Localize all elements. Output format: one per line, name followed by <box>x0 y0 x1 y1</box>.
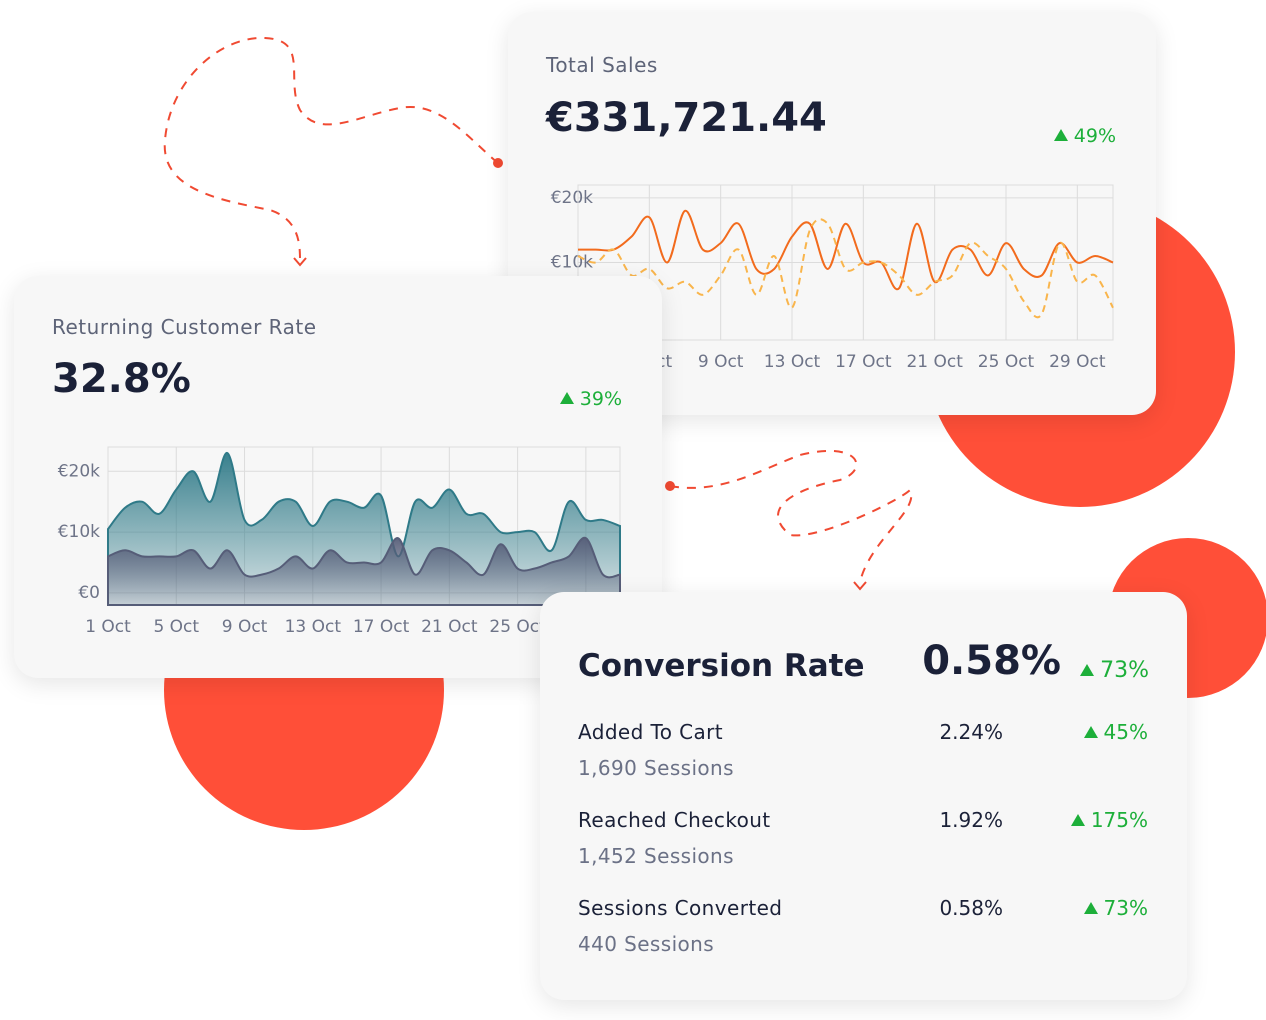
chart: €0 €10k €20k 1 Oct 5 Oct 9 Oct 13 Oct 17 Oct 21 … <box>58 446 621 637</box>
deco-dash <box>163 36 499 263</box>
row-label: Reached Checkout <box>578 808 771 832</box>
row-label: Added To Cart <box>578 720 723 744</box>
x-tick-label: 13 Oct <box>764 352 821 372</box>
x-tick-label: 25 Oct <box>489 617 546 637</box>
deco-arrow <box>853 581 867 591</box>
x-tick-label: 5 Oct <box>153 617 199 637</box>
row-sessions: 1,690 Sessions <box>578 756 734 780</box>
y-tick-label: €20k <box>58 461 100 481</box>
deco-arrow <box>293 257 307 267</box>
row-sessions: 1,452 Sessions <box>578 844 734 868</box>
line <box>577 218 1114 319</box>
row-change: 175% <box>1071 808 1148 832</box>
y-tick-label: €20k <box>551 188 593 208</box>
card-change: 49% <box>1054 125 1116 147</box>
x-tick-label: 17 Oct <box>353 617 410 637</box>
card-title: Conversion Rate <box>578 648 865 684</box>
y-tick-label: €10k <box>551 253 593 273</box>
conversion-card: Conversion Rate 0.58% 73% Added To Cart 1… <box>540 592 1187 1000</box>
deco-dot <box>493 158 503 168</box>
row-sessions: 440 Sessions <box>578 932 715 956</box>
card-value: 32.8% <box>52 356 191 402</box>
x-tick-label: 29 Oct <box>1049 352 1106 372</box>
row-rate: 2.24% <box>939 720 1003 744</box>
card-title: Returning Customer Rate <box>52 315 317 339</box>
card-title: Total Sales <box>546 53 658 77</box>
card-value: €331,721.44 <box>546 95 827 141</box>
deco-dash <box>669 449 913 583</box>
row-rate: 0.58% <box>939 896 1003 920</box>
row-change: 73% <box>1084 896 1148 920</box>
line <box>578 209 1114 291</box>
x-tick-label: 25 Oct <box>978 352 1035 372</box>
row-label: Sessions Converted <box>578 896 783 920</box>
row-change: 45% <box>1084 720 1148 744</box>
card-change: 73% <box>1080 658 1149 683</box>
x-tick-label: 13 Oct <box>285 617 342 637</box>
card-value: 0.58% <box>922 638 1061 684</box>
row-rate: 1.92% <box>939 808 1003 832</box>
deco-dot <box>665 481 675 491</box>
x-tick-label: 9 Oct <box>222 617 268 637</box>
x-tick-label: 17 Oct <box>835 352 892 372</box>
x-tick-label: 1 Oct <box>85 617 131 637</box>
area <box>107 536 621 606</box>
x-tick-label: 9 Oct <box>698 352 744 372</box>
y-tick-label: €10k <box>58 522 100 542</box>
x-tick-label: 21 Oct <box>421 617 478 637</box>
y-tick-label: €0 <box>78 583 100 603</box>
x-tick-label: 21 Oct <box>906 352 963 372</box>
card-change: 39% <box>560 388 622 410</box>
